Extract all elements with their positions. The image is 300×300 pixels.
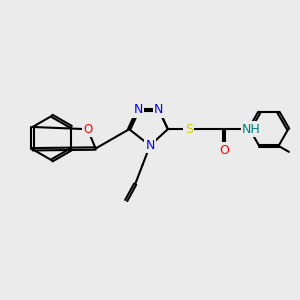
Text: S: S <box>184 123 193 136</box>
Text: N: N <box>134 103 143 116</box>
Text: O: O <box>219 143 229 157</box>
Text: N: N <box>154 103 164 116</box>
Text: O: O <box>83 123 92 136</box>
Text: N: N <box>145 139 155 152</box>
Text: NH: NH <box>242 123 261 136</box>
